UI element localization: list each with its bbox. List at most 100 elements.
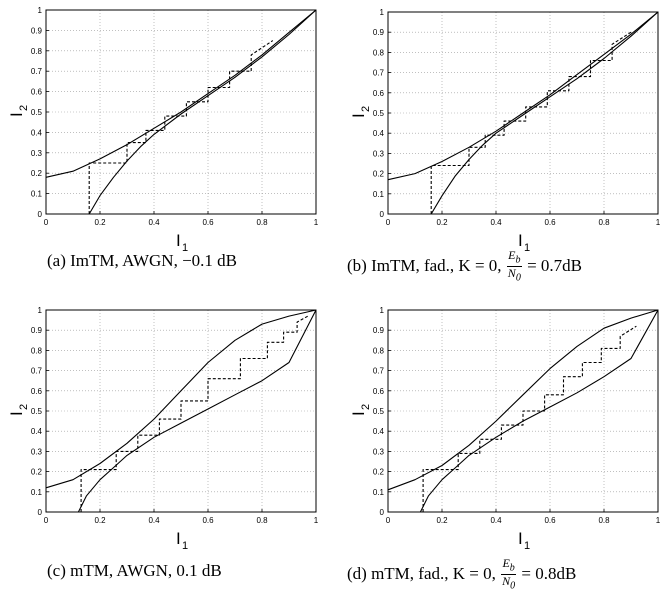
y-tick-label: 1 [38, 6, 43, 15]
caption-b-frac-num: E [508, 248, 516, 262]
caption-a-tag: (a) [47, 251, 66, 270]
caption-d-text: mTM, fad., K = 0, [371, 563, 496, 583]
caption-d-frac-num-sub: b [509, 562, 515, 574]
y-tick-label: 0.1 [373, 488, 385, 497]
x-tick-label: 0.4 [490, 516, 502, 525]
caption-d-frac-den: N [502, 574, 511, 589]
caption-b-frac-den: N [507, 266, 516, 281]
y-axis-label-group: I2 [7, 404, 30, 416]
y-tick-label: 0.4 [31, 128, 43, 137]
y-tick-label: 0.9 [31, 326, 43, 335]
trajectory-line [430, 31, 632, 214]
x-tick-label: 0.6 [202, 516, 214, 525]
y-tick-label: 0.1 [373, 190, 385, 199]
x-tick-label: 0 [44, 516, 49, 525]
caption-b-text: ImTM, fad., K = 0, [371, 255, 502, 275]
x-tick-label: 0.2 [436, 516, 448, 525]
transfer-curve-2 [77, 309, 317, 513]
x-tick-label: 0.8 [256, 218, 268, 227]
trajectory-line [88, 40, 274, 214]
y-tick-label: 0.7 [31, 67, 43, 76]
y-axis-label: I [349, 411, 368, 416]
trajectory-line [422, 325, 637, 512]
y-tick-label: 0.4 [373, 427, 385, 436]
y-tick-label: 0.3 [31, 447, 43, 456]
caption-b-frac-den-sub: 0 [515, 272, 521, 284]
x-tick-label: 0 [386, 516, 391, 525]
x-tick-label: 0.2 [94, 516, 106, 525]
caption-d: (d) mTM, fad., K = 0, Eb N0 = 0.8dB [347, 557, 576, 593]
transfer-curve-1 [45, 309, 317, 489]
caption-b: (b) ImTM, fad., K = 0, Eb N0 = 0.7dB [347, 249, 582, 285]
x-axis-label: I [176, 231, 181, 250]
y-axis-label-sub: 2 [360, 404, 372, 410]
y-tick-label: 0.5 [31, 108, 43, 117]
x-axis-label-sub: 1 [182, 540, 188, 552]
x-tick-label: 0.2 [436, 218, 448, 227]
caption-d-fraction: Eb N0 [501, 556, 517, 593]
x-tick-label: 0.4 [490, 218, 502, 227]
caption-d-tag: (d) [347, 563, 367, 583]
plot-panel-d: 0 0.2 0.4 0.6 0.8 1 0 0.1 0.2 0.3 0.4 0.5 0.6 0.7 0.8 0… [349, 306, 661, 552]
y-axis-label-sub: 2 [18, 404, 30, 410]
x-tick-label: 0.4 [148, 516, 160, 525]
y-tick-label: 0.6 [373, 387, 385, 396]
x-axis-label-sub: 1 [524, 540, 530, 552]
x-tick-label: 1 [656, 516, 661, 525]
caption-d-frac-den-sub: 0 [510, 580, 516, 592]
y-tick-label: 0 [38, 508, 43, 517]
caption-a-text: ImTM, AWGN, −0.1 dB [70, 251, 238, 270]
y-axis-label: I [7, 411, 26, 416]
y-tick-label: 0.3 [373, 149, 385, 158]
y-tick-label: 0.8 [373, 346, 385, 355]
caption-c: (c) mTM, AWGN, 0.1 dB [47, 561, 222, 581]
transfer-curve-1 [387, 11, 659, 181]
caption-b-suffix: = 0.7dB [527, 255, 582, 275]
x-tick-label: 1 [314, 218, 319, 227]
y-tick-label: 0.2 [373, 468, 385, 477]
caption-d-frac-num: E [502, 556, 510, 570]
y-tick-label: 0.4 [31, 427, 43, 436]
x-tick-label: 1 [314, 516, 319, 525]
transfer-curve-2 [88, 9, 317, 215]
y-axis-label-sub: 2 [360, 106, 372, 112]
y-tick-label: 0.4 [373, 129, 385, 138]
y-tick-label: 1 [380, 8, 385, 17]
x-tick-label: 0.8 [256, 516, 268, 525]
y-tick-label: 0.1 [31, 488, 43, 497]
y-tick-label: 0.2 [373, 170, 385, 179]
caption-c-tag: (c) [47, 561, 66, 580]
trajectory-line [80, 315, 309, 512]
plot-panel-a: 0 0.2 0.4 0.6 0.8 1 0 0.1 0.2 0.3 0.4 0.5 0.6 0.7 0.8 0… [7, 6, 319, 254]
y-tick-label: 0.3 [373, 447, 385, 456]
y-tick-label: 0.9 [31, 26, 43, 35]
y-tick-label: 0.5 [31, 407, 43, 416]
transfer-curve-1 [45, 9, 317, 178]
x-axis-label: I [176, 529, 181, 548]
y-tick-label: 0.2 [31, 169, 43, 178]
y-axis-label-sub: 2 [18, 105, 30, 111]
y-tick-label: 0.7 [31, 367, 43, 376]
x-axis-label: I [518, 231, 523, 250]
y-tick-label: 0.1 [31, 190, 43, 199]
y-tick-label: 0.9 [373, 326, 385, 335]
x-tick-label: 0.8 [598, 516, 610, 525]
transfer-curve-1 [387, 309, 659, 491]
y-tick-label: 0 [380, 210, 385, 219]
y-tick-label: 0 [38, 210, 43, 219]
caption-a: (a) ImTM, AWGN, −0.1 dB [47, 251, 237, 271]
caption-c-text: mTM, AWGN, 0.1 dB [70, 561, 222, 580]
x-tick-label: 0.4 [148, 218, 160, 227]
y-tick-label: 0.5 [373, 109, 385, 118]
x-tick-label: 0 [386, 218, 391, 227]
x-tick-label: 0 [44, 218, 49, 227]
y-tick-label: 0.2 [31, 468, 43, 477]
y-tick-label: 1 [380, 306, 385, 315]
y-tick-label: 0.6 [31, 88, 43, 97]
y-tick-label: 0.7 [373, 367, 385, 376]
caption-b-frac-num-sub: b [515, 254, 521, 266]
y-axis-label: I [349, 113, 368, 118]
y-tick-label: 0.6 [373, 89, 385, 98]
y-tick-label: 0.8 [373, 48, 385, 57]
y-tick-label: 0.7 [373, 69, 385, 78]
